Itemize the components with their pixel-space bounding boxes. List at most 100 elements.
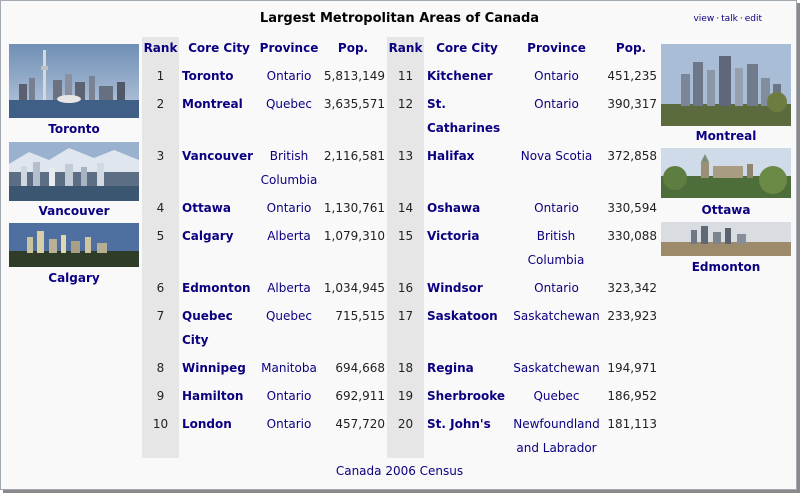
table-row-pop: 457,720: [335, 417, 385, 431]
montreal-skyline-image: [661, 44, 791, 126]
table-row-pop: 330,594: [607, 201, 657, 215]
table-row-province[interactable]: Ontario: [266, 201, 312, 215]
navbox-title: Largest Metropolitan Areas of Canada: [259, 11, 540, 26]
table-row-rank: 19: [397, 389, 414, 403]
montreal-caption[interactable]: Montreal: [695, 129, 757, 143]
table-row-pop: 1,034,945: [323, 281, 385, 295]
table-row-rank: 7: [156, 309, 165, 323]
table-row-city[interactable]: Saskatoon: [427, 309, 498, 323]
ottawa-photo[interactable]: [661, 148, 791, 198]
table-row-pop: 451,235: [607, 69, 657, 83]
table-row-city[interactable]: London: [182, 417, 232, 431]
table-row-rank: 18: [397, 361, 414, 375]
table-row-city[interactable]: Edmonton: [182, 281, 251, 295]
table-row-rank: 2: [156, 97, 165, 111]
vancouver-caption[interactable]: Vancouver: [38, 204, 110, 218]
table-row-pop: 3,635,571: [323, 97, 385, 111]
table-row-province[interactable]: Quebec: [533, 389, 580, 403]
table-row-rank: 14: [397, 201, 414, 215]
table-row-rank: 17: [397, 309, 414, 323]
table-row-city[interactable]: Halifax: [427, 149, 475, 163]
table-row-city[interactable]: Victoria: [427, 229, 480, 243]
table-row-city[interactable]: Regina: [427, 361, 474, 375]
table-row-rank: 1: [156, 69, 165, 83]
table-row-province[interactable]: British Columbia: [260, 149, 318, 187]
toronto-skyline-image: [9, 44, 139, 118]
table-row-city[interactable]: Toronto: [182, 69, 234, 83]
table-row-province[interactable]: Alberta: [267, 229, 311, 243]
table-row-pop: 5,813,149: [323, 69, 385, 83]
table-row-pop: 715,515: [335, 309, 385, 323]
header-province-right: Province: [527, 41, 586, 55]
view-link[interactable]: view: [693, 14, 715, 24]
table-row-province[interactable]: Ontario: [534, 281, 579, 295]
edmonton-caption[interactable]: Edmonton: [691, 260, 761, 274]
table-row-province[interactable]: British Columbia: [527, 229, 585, 267]
table-row-pop: 692,911: [335, 389, 385, 403]
table-row-pop: 194,971: [607, 361, 657, 375]
montreal-photo[interactable]: [661, 44, 791, 126]
table-row-province[interactable]: Alberta: [267, 281, 311, 295]
table-row-city[interactable]: Kitchener: [427, 69, 493, 83]
calgary-skyline-image: [9, 223, 139, 267]
header-city-left: Core City: [188, 41, 250, 55]
toronto-photo[interactable]: [9, 44, 139, 118]
table-row-city[interactable]: Ottawa: [182, 201, 231, 215]
table-row-city[interactable]: Sherbrooke: [427, 389, 506, 403]
talk-link[interactable]: talk: [721, 14, 738, 24]
vte-links: view · talk · edit: [693, 14, 762, 24]
table-row-pop: 186,952: [607, 389, 657, 403]
table-row-province[interactable]: Saskatchewan: [513, 361, 600, 375]
table-row-province[interactable]: Ontario: [534, 97, 579, 111]
edmonton-photo[interactable]: [661, 222, 791, 256]
table-row-city[interactable]: Montreal: [182, 97, 243, 111]
table-row-city[interactable]: Calgary: [182, 229, 234, 243]
ottawa-skyline-image: [661, 148, 791, 198]
table-row-city[interactable]: St. John's: [427, 417, 491, 431]
table-row-rank: 9: [156, 389, 165, 403]
table-row-province[interactable]: Ontario: [266, 69, 312, 83]
table-row-rank: 3: [156, 149, 165, 163]
table-row-rank: 12: [397, 97, 414, 111]
table-row-city[interactable]: Hamilton: [182, 389, 244, 403]
header-rank-left: Rank: [143, 41, 178, 55]
ottawa-caption[interactable]: Ottawa: [701, 203, 751, 217]
table-row-city[interactable]: Winnipeg: [182, 361, 246, 375]
toronto-caption[interactable]: Toronto: [48, 122, 100, 136]
calgary-photo[interactable]: [9, 223, 139, 267]
table-row-province[interactable]: Quebec: [265, 309, 313, 323]
table-row-province[interactable]: Manitoba: [261, 361, 317, 375]
table-row-rank: 15: [397, 229, 414, 243]
table-row-pop: 330,088: [607, 229, 657, 243]
table-row-city[interactable]: Oshawa: [427, 201, 481, 215]
table-row-rank: 20: [397, 417, 414, 431]
table-row-pop: 181,113: [607, 417, 657, 431]
table-row-province[interactable]: Quebec: [265, 97, 313, 111]
calgary-caption[interactable]: Calgary: [48, 271, 100, 285]
edit-link[interactable]: edit: [744, 14, 762, 24]
table-row-province[interactable]: Saskatchewan: [513, 309, 600, 323]
table-row-city[interactable]: Vancouver: [182, 149, 254, 163]
header-pop-right: Pop.: [615, 41, 647, 55]
census-footer-link[interactable]: Canada 2006 Census: [335, 464, 464, 478]
rank-column-left-bg: [142, 37, 179, 458]
table-row-rank: 8: [156, 361, 165, 375]
vancouver-photo[interactable]: [9, 142, 139, 201]
table-row-province[interactable]: Nova Scotia: [520, 149, 593, 163]
table-row-province[interactable]: Ontario: [534, 201, 579, 215]
vancouver-skyline-image: [9, 142, 139, 201]
table-row-rank: 5: [156, 229, 165, 243]
table-row-city[interactable]: Windsor: [427, 281, 483, 295]
header-city-right: Core City: [436, 41, 498, 55]
table-row-city[interactable]: St. Catharines: [427, 97, 501, 135]
table-row-province[interactable]: Newfoundland and Labrador: [513, 417, 600, 455]
table-row-pop: 390,317: [607, 97, 657, 111]
table-row-province[interactable]: Ontario: [534, 69, 579, 83]
table-row-province[interactable]: Ontario: [266, 389, 312, 403]
table-row-city[interactable]: Quebec City: [182, 309, 233, 347]
table-row-province[interactable]: Ontario: [266, 417, 312, 431]
table-row-rank: 16: [397, 281, 414, 295]
table-row-pop: 1,079,310: [323, 229, 385, 243]
table-row-pop: 1,130,761: [323, 201, 385, 215]
